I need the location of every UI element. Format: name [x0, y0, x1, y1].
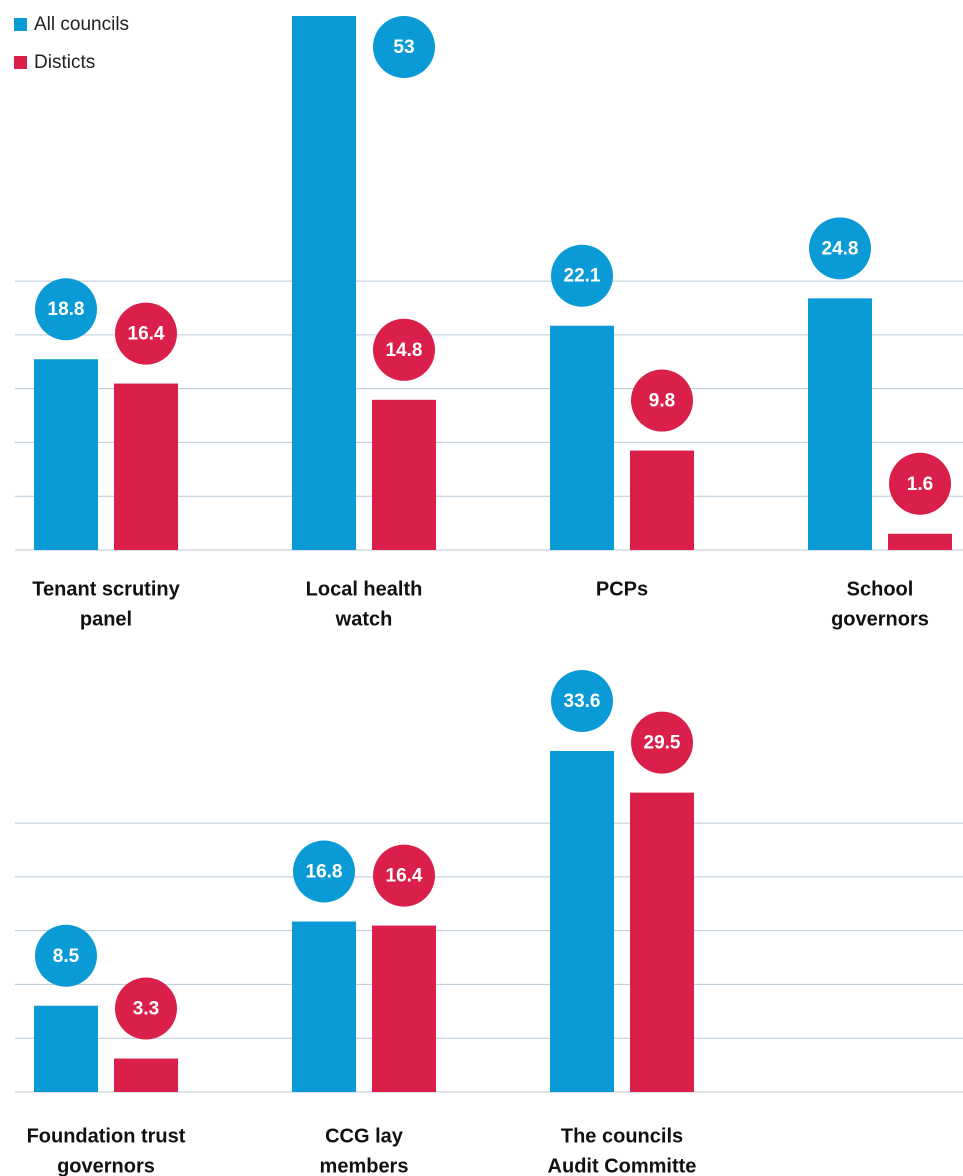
category-label: CCG lay — [325, 1125, 404, 1147]
value-label: 22.1 — [564, 266, 601, 287]
value-badge — [373, 16, 435, 78]
bar — [34, 359, 98, 550]
bar — [808, 298, 872, 550]
category-label: members — [320, 1155, 409, 1176]
value-badge — [551, 670, 613, 733]
category-label: PCPs — [596, 578, 648, 600]
category-label: governors — [831, 608, 929, 630]
category-label: Tenant scrutiny — [32, 578, 180, 600]
bar — [114, 1058, 178, 1092]
value-label: 14.8 — [386, 340, 423, 361]
legend-swatch — [14, 18, 27, 31]
bar — [550, 751, 614, 1092]
value-badge — [115, 977, 177, 1040]
value-badge — [373, 318, 435, 381]
value-badge — [809, 217, 871, 280]
category-label: The councils — [561, 1125, 683, 1147]
value-badge — [293, 840, 355, 903]
legend-label: All councils — [34, 14, 129, 35]
value-label: 53 — [393, 37, 414, 58]
bar — [372, 399, 436, 550]
value-badge — [373, 844, 435, 907]
value-badge — [551, 244, 613, 307]
category-label: panel — [80, 608, 132, 630]
value-label: 16.8 — [306, 862, 343, 883]
bar — [372, 925, 436, 1092]
value-badge — [889, 452, 951, 515]
value-badge — [631, 711, 693, 774]
value-label: 9.8 — [649, 391, 675, 412]
bar — [292, 921, 356, 1092]
category-label: watch — [335, 608, 393, 630]
category-label: governors — [57, 1155, 155, 1176]
bar — [630, 792, 694, 1092]
bar — [292, 16, 356, 550]
category-label: Foundation trust — [27, 1125, 186, 1147]
category-label: School — [847, 578, 914, 600]
value-label: 16.4 — [128, 324, 165, 345]
bar — [550, 325, 614, 550]
bar — [630, 450, 694, 550]
value-label: 33.6 — [564, 691, 601, 712]
bar — [114, 383, 178, 550]
value-badge — [35, 278, 97, 341]
value-label: 18.8 — [48, 299, 85, 320]
value-label: 3.3 — [133, 999, 159, 1020]
category-label: Local health — [306, 578, 423, 600]
value-badge — [35, 924, 97, 987]
value-label: 29.5 — [644, 733, 681, 754]
legend-label: Disticts — [34, 52, 95, 73]
bar — [888, 533, 952, 550]
value-label: 1.6 — [907, 474, 933, 495]
bar — [34, 1005, 98, 1092]
value-badge — [631, 369, 693, 432]
legend-swatch — [14, 56, 27, 69]
value-label: 16.4 — [386, 866, 423, 887]
value-label: 8.5 — [53, 946, 80, 967]
value-label: 24.8 — [822, 238, 859, 259]
value-badge — [115, 302, 177, 365]
category-label: Audit Committe — [548, 1155, 697, 1176]
